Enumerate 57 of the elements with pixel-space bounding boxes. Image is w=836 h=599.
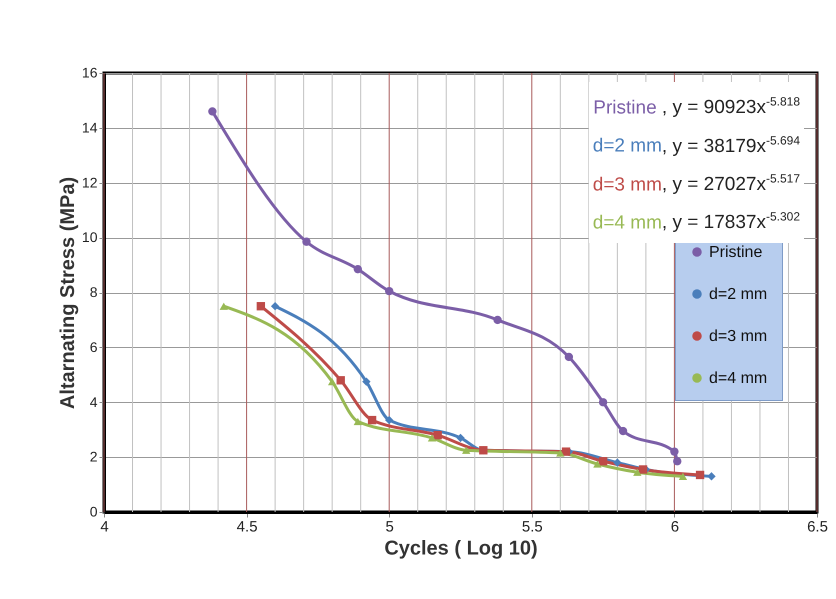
y-tick-label: 2 [90, 448, 98, 465]
x-tick-label: 6.5 [807, 518, 828, 536]
point [354, 265, 362, 274]
legend-label: d=2 mm [709, 286, 768, 303]
point [328, 378, 336, 386]
y-tick-label: 16 [82, 64, 98, 80]
point [368, 416, 376, 424]
point [562, 447, 570, 456]
point [598, 457, 608, 466]
x-tick-label: 4.5 [236, 518, 258, 536]
annotation: d=3 mm, y = 27027x$^{-5.517}$ [592, 172, 800, 195]
point [564, 352, 574, 362]
point [633, 468, 642, 476]
point [302, 238, 311, 246]
x-tick-label: 6 [670, 518, 680, 536]
legend-label: d=3 mm [709, 328, 768, 345]
point [493, 316, 502, 324]
point [434, 430, 442, 440]
point [556, 449, 565, 457]
point [354, 418, 362, 426]
y-tick-label: 6 [90, 338, 98, 355]
x-tick-label: 5 [386, 518, 394, 536]
y-tick-label: 4 [90, 394, 98, 410]
point [220, 302, 228, 310]
legend-label: d=4 mm [709, 370, 768, 387]
x-axis-title: Cycles ( Log 10) [384, 538, 538, 560]
point [385, 416, 394, 424]
y-tick-label: 8 [90, 284, 98, 300]
y-tick-label: 12 [82, 174, 98, 190]
point [428, 434, 436, 442]
point [385, 286, 394, 296]
annotation: d=4 mm, y = 17837x$^{-5.302}$ [592, 210, 800, 234]
point [362, 377, 371, 386]
annotation: d=2 mm, y = 38179x$^{-5.694}$ [592, 133, 800, 157]
point [593, 460, 602, 468]
point [670, 447, 679, 456]
legend-label: Pristine [709, 244, 762, 261]
point [270, 302, 280, 310]
point [678, 472, 688, 480]
point [696, 470, 704, 480]
y-tick-label: 10 [82, 229, 98, 246]
point [256, 302, 266, 310]
point [618, 426, 628, 436]
x-tick-label: 5.5 [522, 518, 543, 536]
y-tick-label: 14 [82, 119, 98, 136]
point [336, 376, 345, 384]
point [462, 446, 470, 454]
y-tick-label: 0 [90, 504, 98, 520]
y-axis-title: Altarnating Stress (MPa) [56, 176, 79, 410]
point [673, 457, 682, 466]
point [613, 458, 622, 467]
point [598, 398, 608, 406]
annotation: Pristine , y = 90923x$^{-5.818}$ [593, 95, 800, 118]
point [638, 465, 648, 474]
point [456, 434, 465, 442]
point [208, 107, 217, 116]
x-tick-label: 4 [100, 518, 109, 536]
